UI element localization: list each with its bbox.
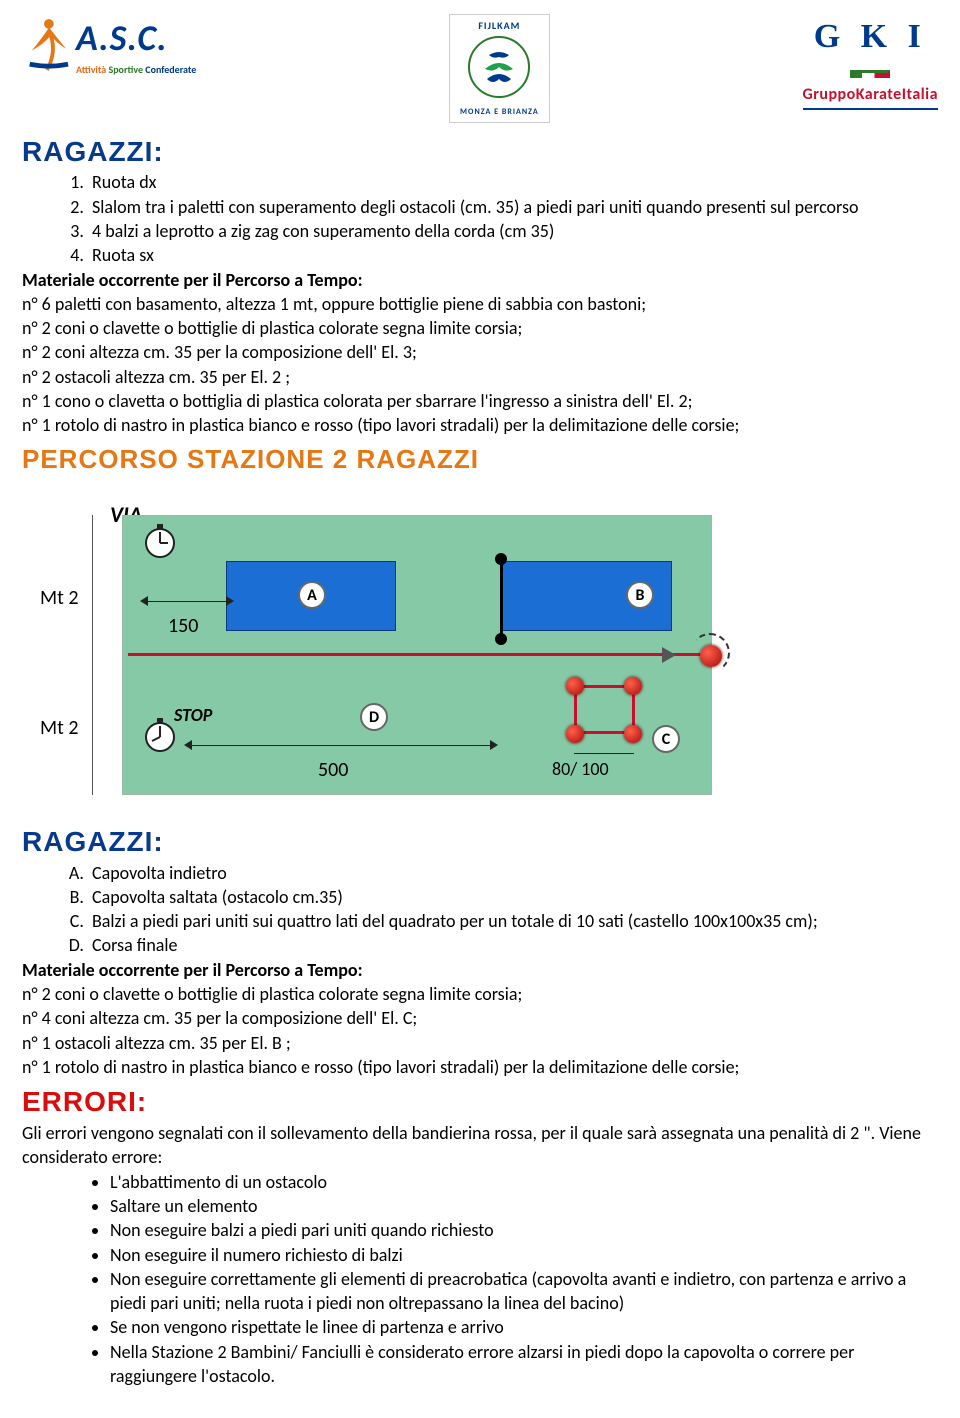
guideline-vertical: [92, 515, 93, 795]
list-item: L'abbattimento di un ostacolo: [110, 1170, 938, 1194]
diagram-title: PERCORSO STAZIONE 2 RAGAZZI: [22, 442, 938, 477]
list-item: Ruota sx: [88, 243, 938, 267]
list-item: 4 balzi a leprotto a zig zag con superam…: [88, 219, 938, 243]
obstacle-top: [495, 553, 507, 565]
obstacle-bottom: [495, 633, 507, 645]
dim-label-80-100: 80/ 100: [552, 757, 609, 781]
errori-title: ERRORI:: [22, 1083, 938, 1121]
label-d: D: [360, 703, 388, 731]
section1-title: RAGAZZI:: [22, 133, 938, 171]
stopwatch-via-icon: [140, 521, 180, 561]
logo-fijlkam: FIJLKAM MONZA E BRIANZA: [449, 14, 550, 123]
list-item: Corsa finale: [88, 933, 938, 957]
gki-underline: [803, 108, 939, 110]
arrow-head: [490, 740, 498, 750]
dim-label-mt2-top: Mt 2: [40, 585, 78, 612]
label-a: A: [298, 581, 326, 609]
dim-label-150: 150: [168, 613, 198, 640]
list-item: Nella Stazione 2 Bambini/ Fanciulli è co…: [110, 1340, 938, 1389]
castle-cone: [566, 677, 584, 695]
dim-label-500: 500: [318, 757, 348, 784]
material-line: n° 1 cono o clavetta o bottiglia di plas…: [22, 389, 938, 413]
section1-material-title: Materiale occorrente per il Percorso a T…: [22, 268, 938, 292]
direction-arrow: [662, 647, 676, 663]
asc-figure-icon: [22, 15, 70, 75]
castle-cone: [624, 725, 642, 743]
arrow-head: [140, 596, 148, 606]
gki-title: G K I: [803, 14, 939, 60]
fijlkam-icon: [467, 35, 531, 99]
gki-subtitle: GruppoKarateItalia: [803, 84, 939, 106]
dim-arrow-80: [574, 753, 634, 754]
list-item: Ruota dx: [88, 170, 938, 194]
course-diagram: Mt 2 Mt 2 VIA A 150 B: [22, 485, 722, 805]
list-item: Non eseguire correttamente gli elementi …: [110, 1267, 938, 1316]
dim-label-mt2-bot: Mt 2: [40, 715, 78, 742]
list-item: Se non vengono rispettate le linee di pa…: [110, 1315, 938, 1339]
section1-list: Ruota dx Slalom tra i paletti con supera…: [22, 170, 938, 267]
lane-divider: [128, 653, 710, 656]
header-logos: A.S.C. Attività Sportive Confederate FIJ…: [22, 14, 938, 123]
material-line: n° 1 rotolo di nastro in plastica bianco…: [22, 413, 938, 437]
italy-flag-icon: [850, 70, 890, 78]
asc-title: A.S.C.: [76, 14, 196, 63]
dim-arrow-500: [190, 745, 490, 746]
castle-cone: [566, 725, 584, 743]
list-item: Saltare un elemento: [110, 1194, 938, 1218]
arrow-head: [184, 740, 192, 750]
section2-material-title: Materiale occorrente per il Percorso a T…: [22, 958, 938, 982]
material-line: n° 2 coni o clavette o bottiglie di plas…: [22, 316, 938, 340]
cone-marker: [700, 645, 722, 667]
material-line: n° 2 ostacoli altezza cm. 35 per El. 2 ;: [22, 365, 938, 389]
material-line: n° 2 coni altezza cm. 35 per la composiz…: [22, 340, 938, 364]
castle-cone: [624, 677, 642, 695]
list-item: Slalom tra i paletti con superamento deg…: [88, 195, 938, 219]
obstacle-bar: [500, 557, 503, 639]
stop-label: STOP: [174, 703, 212, 727]
material-line: n° 2 coni o clavette o bottiglie di plas…: [22, 982, 938, 1006]
diagram-container: Mt 2 Mt 2 VIA A 150 B: [22, 485, 938, 805]
list-item: Capovolta indietro: [88, 861, 938, 885]
list-item: Balzi a piedi pari uniti sui quattro lat…: [88, 909, 938, 933]
fijlkam-title: FIJLKAM: [460, 19, 539, 33]
arrow-head: [226, 596, 234, 606]
logo-gki: G K I GruppoKarateItalia: [803, 14, 939, 110]
material-line: n° 4 coni altezza cm. 35 per la composiz…: [22, 1006, 938, 1030]
asc-subtitle: Attività Sportive Confederate: [76, 63, 196, 77]
list-item: Capovolta saltata (ostacolo cm.35): [88, 885, 938, 909]
fijlkam-subtitle: MONZA E BRIANZA: [460, 107, 539, 118]
errori-intro: Gli errori vengono segnalati con il soll…: [22, 1121, 938, 1170]
section2-list: Capovolta indietro Capovolta saltata (os…: [22, 861, 938, 958]
list-item: Non eseguire il numero richiesto di balz…: [110, 1243, 938, 1267]
material-line: n° 6 paletti con basamento, altezza 1 mt…: [22, 292, 938, 316]
logo-asc: A.S.C. Attività Sportive Confederate: [22, 14, 196, 76]
label-b: B: [626, 581, 654, 609]
list-item: Non eseguire balzi a piedi pari uniti qu…: [110, 1218, 938, 1242]
section2-title: RAGAZZI:: [22, 823, 938, 861]
material-line: n° 1 ostacoli altezza cm. 35 per El. B ;: [22, 1031, 938, 1055]
material-line: n° 1 rotolo di nastro in plastica bianco…: [22, 1055, 938, 1079]
errori-list: L'abbattimento di un ostacolo Saltare un…: [22, 1170, 938, 1389]
label-c: C: [652, 725, 680, 753]
dim-arrow-150: [144, 601, 226, 602]
